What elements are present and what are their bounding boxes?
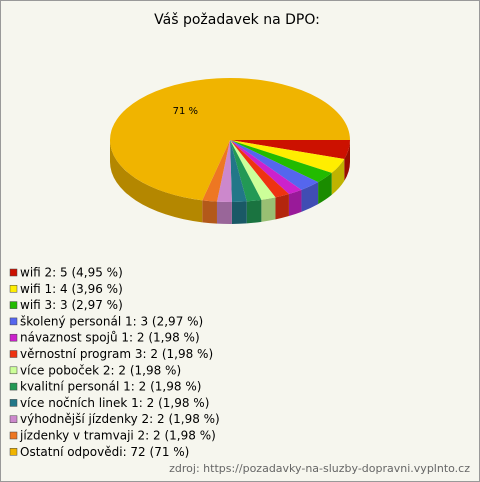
legend-label: více poboček 2: 2 (1,98 %) <box>20 363 181 377</box>
legend-swatch <box>9 268 18 277</box>
legend-label: školený personál 1: 3 (2,97 %) <box>20 314 203 328</box>
legend-label: Ostatní odpovědi: 72 (71 %) <box>20 445 189 459</box>
legend-swatch <box>9 333 18 342</box>
slice-side <box>275 194 289 220</box>
slice <box>230 140 319 190</box>
legend-swatch <box>9 317 18 326</box>
slice-side <box>301 182 319 212</box>
slice-side <box>288 189 302 217</box>
slice-side <box>202 200 217 224</box>
slice <box>230 140 345 173</box>
slice <box>230 140 350 159</box>
legend-swatch <box>9 350 18 358</box>
slice <box>216 140 232 202</box>
chart-title: Váš požadavek na DPO: <box>154 12 320 28</box>
legend-label: věrnostní program 3: 2 (1,98 %) <box>20 347 213 361</box>
legend-label: kvalitní personál 1: 2 (1,98 %) <box>20 380 201 394</box>
legend-label: návaznost spojů 1: 2 (1,98 %) <box>20 331 200 345</box>
slice-side <box>216 201 232 225</box>
slice-side <box>110 140 203 223</box>
slice-side <box>261 197 276 222</box>
slice-side <box>231 201 247 224</box>
legend-label: wifi 2: 5 (4,95 %) <box>20 266 123 280</box>
slice <box>230 140 262 202</box>
legend-swatch <box>9 285 18 293</box>
slice <box>230 140 302 195</box>
value-label: 71 % <box>173 106 198 117</box>
slice <box>202 140 230 202</box>
legend-swatch <box>9 382 18 391</box>
slice <box>230 140 289 198</box>
legend-swatch <box>9 431 18 440</box>
legend-swatch <box>9 301 18 309</box>
slice-side <box>246 199 262 224</box>
legend-label: jízdenky v tramvaji 2: 2 (1,98 %) <box>19 429 216 443</box>
legend-label: wifi 1: 4 (3,96 %) <box>20 282 123 296</box>
legend-swatch <box>9 415 18 423</box>
slice <box>230 140 276 200</box>
slice <box>110 77 350 201</box>
legend-swatch <box>9 399 18 407</box>
source: zdroj: https://pozadavky-na-sluzby-dopra… <box>169 462 470 475</box>
legend-swatch <box>9 366 18 375</box>
legend-label: více nočních linek 1: 2 (1,98 %) <box>20 396 209 410</box>
slice <box>230 140 332 183</box>
slice-side <box>331 158 345 195</box>
legend-label: wifi 3: 3 (2,97 %) <box>20 298 123 312</box>
slice <box>230 140 247 202</box>
legend-swatch <box>9 448 18 456</box>
slice-side <box>318 172 332 205</box>
slice-side <box>344 140 350 181</box>
legend-label: výhodnější jízdenky 2: 2 (1,98 %) <box>20 412 220 426</box>
